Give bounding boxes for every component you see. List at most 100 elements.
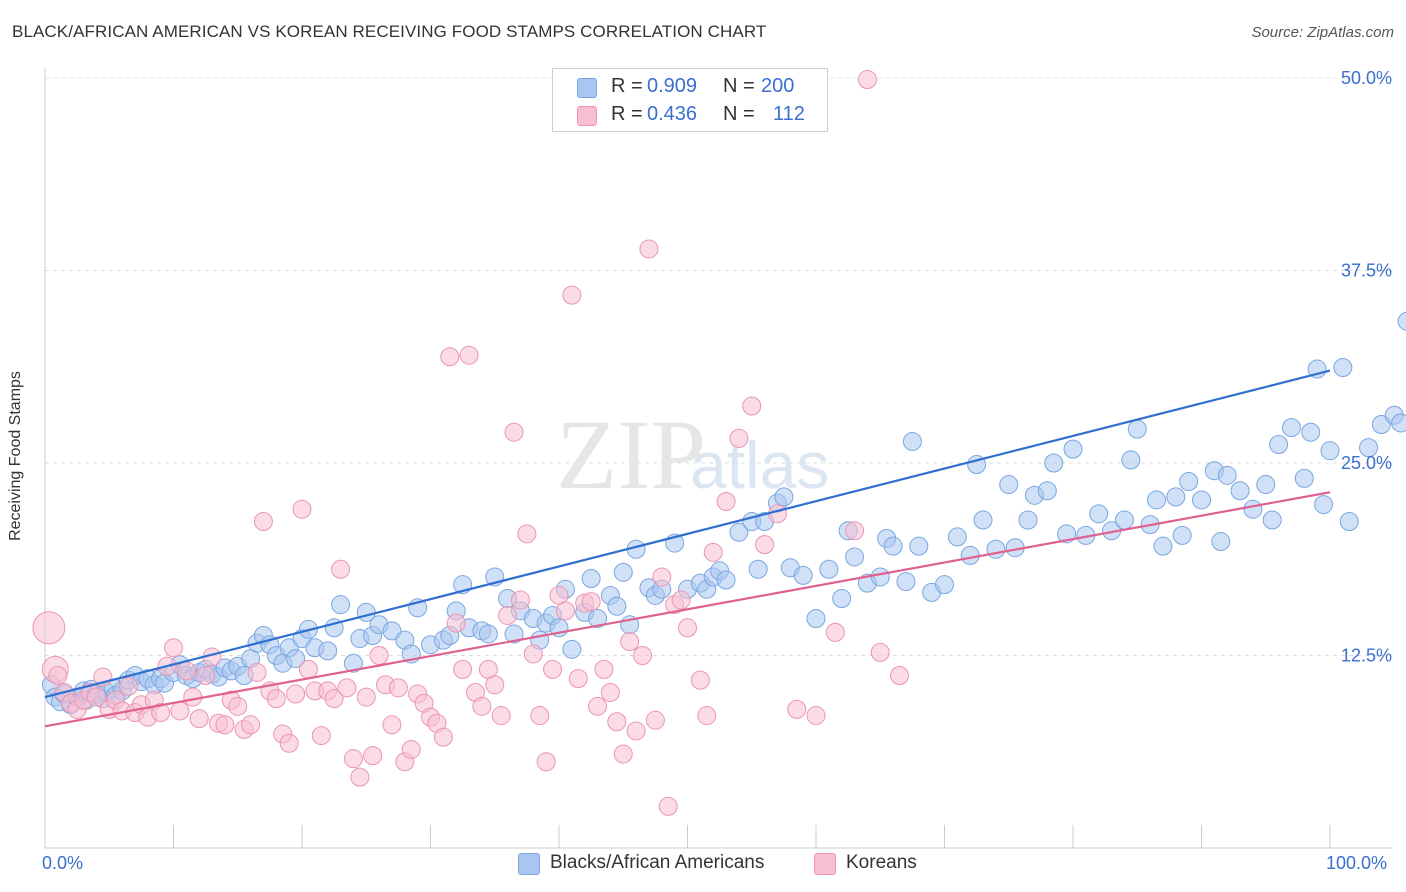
point-blacks: [1262, 510, 1282, 530]
legend-n-label: N =: [723, 75, 755, 97]
point-koreans: [626, 721, 646, 741]
point-koreans: [170, 701, 190, 721]
point-koreans: [498, 605, 518, 625]
point-koreans: [228, 696, 248, 716]
point-koreans: [870, 642, 890, 662]
point-koreans: [485, 675, 505, 695]
y-tick-label: 50.0%: [1341, 68, 1392, 88]
point-koreans: [620, 632, 640, 652]
point-blacks: [896, 572, 916, 592]
point-blacks: [1192, 490, 1211, 510]
point-blacks: [960, 545, 980, 565]
point-blacks: [1127, 419, 1147, 439]
point-blacks: [562, 639, 582, 659]
point-blacks: [819, 559, 839, 579]
point-koreans: [183, 687, 203, 707]
point-blacks: [581, 569, 601, 588]
point-koreans: [253, 512, 273, 532]
x-tick-label-min: 0.0%: [42, 853, 84, 873]
point-koreans: [523, 644, 543, 664]
point-koreans: [742, 396, 762, 416]
source-credit: Source: ZipAtlas.com: [1251, 24, 1394, 41]
point-koreans: [382, 715, 402, 735]
bottom-legend-label-blacks: Blacks/African Americans: [550, 852, 765, 873]
point-koreans: [568, 669, 588, 689]
bottom-legend-swatch-koreans: [814, 853, 836, 875]
point-blacks: [1037, 481, 1057, 501]
point-blacks: [1391, 413, 1406, 433]
x-tick-label-max: 100.0%: [1326, 853, 1388, 873]
point-blacks: [806, 609, 826, 629]
legend-swatch-blacks: [577, 78, 597, 98]
point-koreans: [363, 746, 383, 766]
y-tick-labels: 12.5% 25.0% 37.5% 50.0%: [1341, 68, 1392, 666]
point-koreans: [337, 678, 357, 698]
legend-n-value: 200: [761, 75, 795, 97]
point-koreans: [825, 622, 845, 642]
point-koreans: [311, 726, 331, 746]
point-koreans: [703, 542, 723, 562]
point-koreans: [543, 659, 563, 679]
watermark: ZIP atlas: [556, 399, 829, 510]
point-koreans: [510, 590, 530, 610]
point-koreans: [555, 601, 575, 621]
point-blacks: [793, 565, 813, 585]
point-blacks: [1320, 441, 1340, 461]
legend-r-value: 0.436: [647, 103, 698, 125]
point-blacks: [588, 609, 608, 629]
point-blacks: [1230, 481, 1250, 501]
point-koreans: [401, 739, 421, 759]
point-blacks: [716, 570, 736, 590]
legend-r-value: 0.909: [647, 75, 698, 97]
point-koreans: [215, 715, 235, 735]
point-koreans: [536, 752, 556, 772]
point-blacks: [382, 621, 402, 641]
point-koreans: [266, 689, 286, 709]
point-blacks: [607, 596, 627, 616]
legend-swatch-koreans: [577, 106, 597, 126]
point-blacks: [1147, 490, 1167, 510]
point-blacks: [1281, 418, 1301, 438]
point-koreans: [331, 559, 351, 579]
point-blacks: [1294, 468, 1314, 488]
point-koreans: [671, 590, 691, 610]
point-koreans: [324, 689, 344, 709]
trend-lines: [44, 369, 1331, 728]
point-koreans: [292, 499, 312, 519]
point-koreans: [729, 428, 749, 448]
point-koreans: [639, 239, 659, 259]
point-blacks: [478, 624, 498, 644]
point-koreans: [645, 710, 665, 730]
point-koreans: [459, 345, 479, 365]
point-koreans: [607, 712, 627, 732]
watermark-zip: ZIP: [556, 399, 706, 510]
point-blacks: [1018, 510, 1038, 530]
point-blacks: [870, 567, 890, 587]
stats-legend: R = 0.909 N = 200 R = 0.436 N = 112: [552, 68, 828, 132]
point-blacks: [1243, 499, 1263, 519]
point-koreans: [86, 687, 106, 707]
point-blacks: [1301, 422, 1321, 442]
point-blacks: [902, 431, 922, 451]
point-koreans: [787, 699, 807, 719]
point-koreans: [633, 646, 653, 665]
point-koreans: [369, 646, 389, 665]
point-blacks: [1269, 435, 1289, 455]
point-blacks: [1256, 475, 1276, 495]
point-koreans: [388, 678, 408, 698]
legend-r-label: R =: [611, 75, 643, 97]
point-koreans: [32, 611, 66, 645]
point-blacks: [1089, 504, 1109, 524]
trend-line-koreans: [44, 491, 1331, 728]
point-blacks: [613, 562, 633, 582]
point-koreans: [343, 749, 363, 769]
y-tick-label: 12.5%: [1341, 646, 1392, 666]
point-blacks: [1217, 465, 1237, 485]
point-koreans: [350, 767, 370, 787]
point-koreans: [530, 706, 550, 726]
point-blacks: [286, 649, 306, 669]
point-koreans: [151, 702, 171, 722]
point-koreans: [600, 682, 620, 702]
point-koreans: [857, 70, 877, 90]
legend-r-label: R =: [611, 103, 643, 125]
